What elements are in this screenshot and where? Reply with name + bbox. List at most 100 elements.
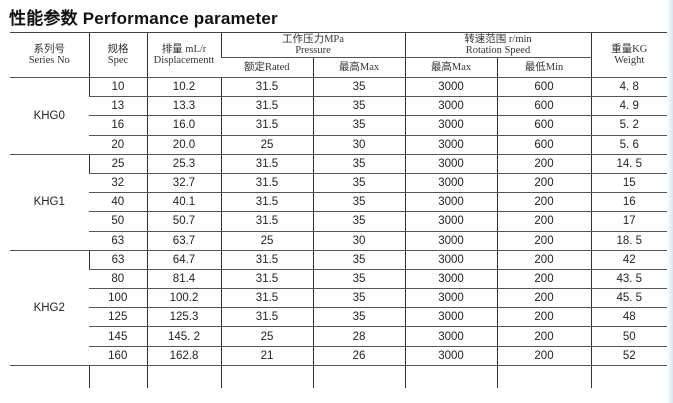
header-speed-min: 最低Min bbox=[496, 57, 591, 78]
pressure-rated-cell: 31.5 bbox=[220, 288, 313, 309]
weight-cell: 5. 6 bbox=[590, 135, 667, 155]
speed-max-cell: 3000 bbox=[404, 96, 497, 117]
pressure-rated-cell: 31.5 bbox=[220, 154, 313, 174]
empty-cell bbox=[404, 365, 497, 388]
table-row: 13 13.3 31.5 35 3000 600 4. 9 bbox=[10, 96, 667, 117]
speed-max-cell: 3000 bbox=[404, 250, 497, 270]
speed-min-cell: 200 bbox=[496, 211, 591, 232]
spec-cell: 50 bbox=[89, 211, 147, 232]
speed-max-cell: 3000 bbox=[404, 173, 497, 194]
pressure-max-cell: 30 bbox=[312, 135, 405, 155]
pressure-max-cell: 35 bbox=[312, 173, 405, 194]
pressure-max-cell: 35 bbox=[312, 307, 405, 328]
speed-max-cell: 3000 bbox=[404, 77, 497, 98]
displacement-cell: 162.8 bbox=[146, 346, 221, 366]
pressure-rated-cell: 25 bbox=[220, 135, 313, 155]
spec-cell: 125 bbox=[89, 307, 147, 328]
weight-cell: 52 bbox=[590, 346, 667, 366]
speed-max-cell: 3000 bbox=[404, 154, 497, 174]
pressure-max-cell: 35 bbox=[312, 192, 405, 213]
pressure-max-cell: 35 bbox=[312, 96, 405, 117]
spec-cell: 13 bbox=[89, 96, 147, 117]
weight-cell: 18. 5 bbox=[590, 231, 667, 251]
pressure-rated-cell: 31.5 bbox=[220, 250, 313, 270]
speed-max-cell: 3000 bbox=[404, 326, 497, 347]
table-row: 20 20.0 25 30 3000 600 5. 6 bbox=[10, 135, 667, 155]
displacement-cell: 81.4 bbox=[146, 269, 221, 290]
weight-cell: 14. 5 bbox=[590, 154, 667, 174]
pressure-max-cell: 35 bbox=[312, 77, 405, 98]
displacement-cell: 145. 2 bbox=[146, 326, 221, 347]
displacement-cell: 50.7 bbox=[146, 211, 221, 232]
displacement-cell: 125.3 bbox=[146, 307, 221, 328]
pressure-max-cell: 35 bbox=[312, 154, 405, 174]
pressure-max-cell: 35 bbox=[312, 250, 405, 270]
weight-cell: 5. 2 bbox=[590, 115, 667, 136]
speed-max-cell: 3000 bbox=[404, 307, 497, 328]
spec-cell: 63 bbox=[89, 231, 147, 251]
page-title: 性能参数 Performance parameter bbox=[9, 9, 278, 28]
blank-row bbox=[10, 365, 667, 388]
speed-min-cell: 200 bbox=[496, 326, 591, 347]
empty-cell bbox=[10, 365, 89, 388]
displacement-cell: 10.2 bbox=[146, 77, 221, 98]
displacement-cell: 16.0 bbox=[146, 115, 221, 136]
speed-max-cell: 3000 bbox=[404, 135, 497, 155]
header-weight: 重量KG Weight bbox=[590, 32, 667, 78]
speed-min-cell: 200 bbox=[496, 250, 591, 270]
pressure-rated-cell: 31.5 bbox=[220, 192, 313, 213]
series-cell: KHG1 bbox=[10, 154, 89, 251]
pressure-max-cell: 35 bbox=[312, 288, 405, 309]
table-row: 32 32.7 31.5 35 3000 200 15 bbox=[10, 173, 667, 194]
speed-max-cell: 3000 bbox=[404, 346, 497, 366]
series-cell: KHG0 bbox=[10, 77, 89, 155]
pressure-rated-cell: 31.5 bbox=[220, 115, 313, 136]
speed-min-cell: 200 bbox=[496, 231, 591, 251]
spec-cell: 160 bbox=[89, 346, 147, 366]
spec-cell: 10 bbox=[88, 77, 147, 98]
displacement-cell: 32.7 bbox=[146, 173, 221, 194]
speed-max-cell: 3000 bbox=[404, 192, 497, 213]
header-spec: 规格 Spec bbox=[88, 32, 147, 78]
weight-cell: 17 bbox=[590, 211, 667, 232]
weight-cell: 4. 8 bbox=[590, 77, 667, 98]
speed-max-cell: 3000 bbox=[404, 231, 497, 251]
speed-min-cell: 200 bbox=[496, 269, 591, 290]
table-row: 50 50.7 31.5 35 3000 200 17 bbox=[10, 211, 667, 232]
weight-cell: 4. 9 bbox=[590, 96, 667, 117]
header-speed: 转速范围 r/min Rotation Speed bbox=[404, 32, 591, 58]
speed-min-cell: 200 bbox=[496, 288, 591, 309]
pressure-max-cell: 35 bbox=[312, 269, 405, 290]
empty-cell bbox=[88, 365, 147, 388]
pressure-max-cell: 30 bbox=[312, 231, 405, 251]
weight-cell: 48 bbox=[590, 307, 667, 328]
speed-min-cell: 600 bbox=[496, 135, 591, 155]
series-cell: KHG2 bbox=[10, 250, 89, 366]
pressure-rated-cell: 31.5 bbox=[220, 96, 313, 117]
empty-cell bbox=[312, 365, 405, 388]
header-displacement: 排量 mL/r Displacementt bbox=[146, 32, 221, 78]
spec-cell: 145 bbox=[89, 326, 147, 347]
speed-min-cell: 600 bbox=[496, 96, 591, 117]
table-row: KHG1 25 25.3 31.5 35 3000 200 14. 5 bbox=[10, 154, 667, 251]
table-row: KHG0 10 10.2 31.5 35 3000 600 4. 8 bbox=[10, 77, 667, 155]
table-row: 40 40.1 31.5 35 3000 200 16 bbox=[10, 192, 667, 213]
displacement-cell: 13.3 bbox=[146, 96, 221, 117]
empty-cell bbox=[146, 365, 221, 388]
weight-cell: 16 bbox=[590, 192, 667, 213]
table-row: 16 16.0 31.5 35 3000 600 5. 2 bbox=[10, 115, 667, 136]
displacement-cell: 40.1 bbox=[146, 192, 221, 213]
pressure-rated-cell: 31.5 bbox=[220, 269, 313, 290]
pressure-rated-cell: 25 bbox=[220, 231, 313, 251]
pressure-max-cell: 35 bbox=[312, 115, 405, 136]
speed-max-cell: 3000 bbox=[404, 211, 497, 232]
speed-max-cell: 3000 bbox=[404, 115, 497, 136]
table-row: 160 162.8 21 26 3000 200 52 bbox=[10, 346, 667, 366]
speed-min-cell: 200 bbox=[496, 307, 591, 328]
speed-min-cell: 600 bbox=[496, 77, 591, 98]
header-series: 系列号 Series No bbox=[10, 32, 89, 78]
pressure-rated-cell: 25 bbox=[220, 326, 313, 347]
weight-cell: 50 bbox=[590, 326, 667, 347]
empty-cell bbox=[220, 365, 313, 388]
spec-cell: 63 bbox=[88, 250, 147, 270]
